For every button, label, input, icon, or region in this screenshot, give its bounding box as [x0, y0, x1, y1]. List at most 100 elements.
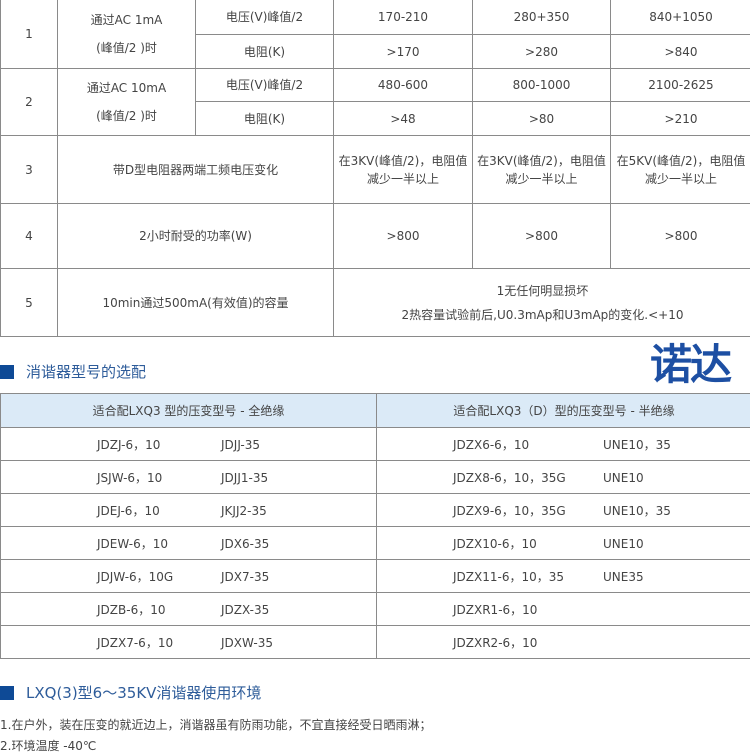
- model-name: JDZX8-6，10，35G: [453, 469, 603, 486]
- param: 电阻(K): [196, 35, 334, 69]
- square-bullet-icon: [0, 365, 14, 379]
- model-name: JDJW-6，10G: [97, 568, 221, 585]
- row-number: 1: [1, 0, 58, 69]
- model-cell: JDZXR2-6，10: [377, 626, 750, 659]
- table-row: 3 带D型电阻器两端工频电压变化 在3KV(峰值/2)，电阻值减少一半以上 在3…: [1, 136, 750, 204]
- paragraph: 1.在户外，装在压变的就近边上，消谐器虽有防雨功能，不宜直接经受日晒雨淋；: [0, 716, 431, 733]
- value-cell: >48: [334, 102, 473, 136]
- model-name: JDJJ1-35: [221, 471, 268, 485]
- value-cell: 在5KV(峰值/2)，电阻值减少一半以上: [611, 136, 750, 204]
- test-condition: 10min通过500mA(有效值)的容量: [58, 269, 334, 337]
- value-cell: >800: [334, 204, 473, 269]
- model-name: JDX7-35: [221, 570, 269, 584]
- section-title: LXQ(3)型6～35KV消谐器使用环境: [26, 682, 261, 703]
- model-name: UNE35: [603, 570, 644, 584]
- section-title: 消谐器型号的选配: [26, 361, 146, 382]
- model-name: JDZXR2-6，10: [453, 634, 603, 651]
- model-name: JDZJ-6，10: [97, 436, 221, 453]
- value-cell: >840: [611, 35, 750, 69]
- result-line: 2热容量试验前后,U0.3mAp和U3mAp的变化.<+10: [334, 306, 750, 324]
- test-condition-line: (峰值/2 )时: [58, 107, 195, 125]
- value-cell: 在3KV(峰值/2)，电阻值减少一半以上: [334, 136, 473, 204]
- model-name: JKJJ2-35: [221, 504, 267, 518]
- model-name: JDJJ-35: [221, 438, 260, 452]
- table-header-row: 适合配LXQ3 型的压变型号 - 全绝缘适合配LXQ3（D）型的压变型号 - 半…: [1, 394, 750, 428]
- model-name: JDZXR1-6，10: [453, 601, 603, 618]
- value-cell: >800: [611, 204, 750, 269]
- value-cell: 800-1000: [473, 69, 611, 102]
- model-name: UNE10，35: [603, 502, 671, 519]
- model-name: JDZX6-6，10: [453, 436, 603, 453]
- model-name: JDZX11-6，10，35: [453, 568, 603, 585]
- value-cell: 2100-2625: [611, 69, 750, 102]
- table-row: 4 2小时耐受的功率(W) >800 >800 >800: [1, 204, 750, 269]
- value-cell: >80: [473, 102, 611, 136]
- value-cell: 840+1050: [611, 0, 750, 35]
- value-cell: >280: [473, 35, 611, 69]
- test-condition-line: 通过AC 1mA: [58, 11, 195, 29]
- model-name: JDZB-6，10: [97, 601, 221, 618]
- test-condition-line: 通过AC 10mA: [58, 79, 195, 97]
- paragraph: 2.环境温度 -40℃: [0, 737, 96, 754]
- test-condition-line: (峰值/2 )时: [58, 39, 195, 57]
- model-name: UNE10: [603, 471, 644, 485]
- model-name: JDZX-35: [221, 603, 269, 617]
- value-cell: 480-600: [334, 69, 473, 102]
- row-number: 3: [1, 136, 58, 204]
- model-table: 适合配LXQ3 型的压变型号 - 全绝缘适合配LXQ3（D）型的压变型号 - 半…: [0, 393, 750, 659]
- model-name: JDX6-35: [221, 537, 269, 551]
- test-condition: 带D型电阻器两端工频电压变化: [58, 136, 334, 204]
- column-header: 适合配LXQ3（D）型的压变型号 - 半绝缘: [377, 394, 750, 428]
- row-number: 2: [1, 69, 58, 136]
- test-condition: 通过AC 1mA (峰值/2 )时: [58, 0, 196, 69]
- param: 电阻(K): [196, 102, 334, 136]
- value-cell: 170-210: [334, 0, 473, 35]
- watermark-logo: 诺达: [650, 341, 730, 389]
- model-cell: JDZXR1-6，10: [377, 593, 750, 626]
- table-row: 2 通过AC 10mA(峰值/2 )时 电压(V)峰值/2 480-600 80…: [1, 69, 750, 102]
- model-name: JSJW-6，10: [97, 469, 221, 486]
- test-condition: 2小时耐受的功率(W): [58, 204, 334, 269]
- value-cell: >210: [611, 102, 750, 136]
- spec-table: 1 通过AC 1mA(峰值/2 )时 电压(V)峰值/2 170-210 280…: [0, 0, 750, 337]
- value-cell: >800: [473, 204, 611, 269]
- model-name: UNE10: [603, 537, 644, 551]
- param: 电压(V)峰值/2: [196, 69, 334, 102]
- model-name: JDEJ-6，10: [97, 502, 221, 519]
- model-name: JDZX10-6，10: [453, 535, 603, 552]
- square-bullet-icon: [0, 686, 14, 700]
- section-heading: 消谐器型号的选配: [0, 361, 146, 382]
- value-cell: >170: [334, 35, 473, 69]
- param: 电压(V)峰值/2: [196, 0, 334, 35]
- value-cell: 280+350: [473, 0, 611, 35]
- row-number: 5: [1, 269, 58, 337]
- test-condition: 通过AC 10mA (峰值/2 )时: [58, 69, 196, 136]
- model-name: JDZX7-6，10: [97, 634, 221, 651]
- model-name: UNE10，35: [603, 436, 671, 453]
- model-name: JDZX9-6，10，35G: [453, 502, 603, 519]
- model-name: JDXW-35: [221, 636, 273, 650]
- section-heading: LXQ(3)型6～35KV消谐器使用环境: [0, 682, 261, 703]
- model-name: JDEW-6，10: [97, 535, 221, 552]
- column-header: 适合配LXQ3 型的压变型号 - 全绝缘: [1, 394, 377, 428]
